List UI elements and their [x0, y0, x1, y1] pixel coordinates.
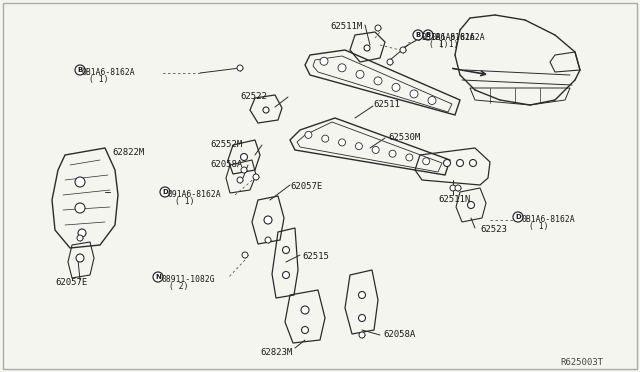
Text: 62552M: 62552M: [210, 140, 243, 149]
Circle shape: [78, 229, 86, 237]
Circle shape: [237, 65, 243, 71]
Text: ( 1): ( 1): [89, 75, 109, 84]
Circle shape: [413, 30, 423, 40]
Text: B: B: [77, 67, 83, 73]
Circle shape: [75, 203, 85, 213]
Circle shape: [456, 160, 463, 167]
Circle shape: [265, 237, 271, 243]
Circle shape: [455, 185, 461, 191]
Circle shape: [470, 160, 477, 167]
Circle shape: [389, 150, 396, 157]
Text: 62522: 62522: [240, 92, 267, 101]
Text: 091A6-8162A: 091A6-8162A: [168, 190, 221, 199]
Text: 62511N: 62511N: [438, 195, 470, 204]
Circle shape: [253, 174, 259, 180]
Circle shape: [375, 25, 381, 31]
Circle shape: [356, 70, 364, 78]
Text: N: N: [155, 274, 161, 280]
Text: 62523: 62523: [480, 225, 507, 234]
Circle shape: [241, 167, 247, 173]
Circle shape: [450, 185, 456, 191]
Circle shape: [77, 235, 83, 241]
Circle shape: [338, 64, 346, 72]
Text: 62530M: 62530M: [388, 133, 420, 142]
Circle shape: [241, 154, 248, 160]
Circle shape: [322, 135, 329, 142]
Circle shape: [374, 77, 382, 85]
Text: ( 1): ( 1): [529, 222, 548, 231]
Circle shape: [301, 327, 308, 334]
Text: B: B: [415, 32, 420, 38]
Circle shape: [320, 57, 328, 65]
Circle shape: [410, 90, 418, 98]
Circle shape: [75, 65, 85, 75]
Text: ( 1): ( 1): [439, 40, 458, 49]
Text: 62058A: 62058A: [383, 330, 415, 339]
Circle shape: [359, 332, 365, 338]
Circle shape: [237, 177, 243, 183]
Text: 62511M: 62511M: [330, 22, 362, 31]
Circle shape: [76, 254, 84, 262]
Circle shape: [75, 177, 85, 187]
Circle shape: [467, 202, 474, 208]
Text: 62823M: 62823M: [260, 348, 292, 357]
Circle shape: [264, 216, 272, 224]
Circle shape: [263, 107, 269, 113]
Circle shape: [422, 158, 429, 165]
Circle shape: [423, 30, 433, 40]
Text: 62057E: 62057E: [290, 182, 323, 191]
Circle shape: [364, 45, 370, 51]
Circle shape: [301, 306, 309, 314]
Text: R625003T: R625003T: [560, 358, 603, 367]
Text: D: D: [162, 189, 168, 195]
Circle shape: [392, 83, 400, 92]
Text: 0B1A6-8162A: 0B1A6-8162A: [522, 215, 575, 224]
Text: 62058A: 62058A: [210, 160, 243, 169]
Text: D: D: [515, 214, 521, 220]
Text: 62822M: 62822M: [112, 148, 144, 157]
Circle shape: [428, 96, 436, 105]
Text: 62511: 62511: [373, 100, 400, 109]
Text: B: B: [426, 32, 431, 38]
Text: 08911-1082G: 08911-1082G: [162, 275, 216, 284]
Text: ( 1): ( 1): [175, 197, 195, 206]
Circle shape: [355, 143, 362, 150]
Circle shape: [160, 187, 170, 197]
Circle shape: [372, 147, 380, 153]
Circle shape: [387, 59, 393, 65]
Text: 62057E: 62057E: [55, 278, 87, 287]
Text: 62515: 62515: [302, 252, 329, 261]
Circle shape: [282, 247, 289, 253]
Circle shape: [153, 272, 163, 282]
Circle shape: [242, 252, 248, 258]
Text: 0B1A6-8162A: 0B1A6-8162A: [422, 33, 476, 42]
Circle shape: [406, 154, 413, 161]
Circle shape: [400, 47, 406, 53]
Circle shape: [305, 131, 312, 138]
Circle shape: [339, 139, 346, 146]
Circle shape: [358, 314, 365, 321]
Circle shape: [358, 292, 365, 298]
Circle shape: [513, 212, 523, 222]
Circle shape: [444, 160, 451, 167]
Text: 0B1A6-8162A: 0B1A6-8162A: [432, 33, 486, 42]
Text: ( 2): ( 2): [169, 282, 189, 291]
Text: ( 1): ( 1): [429, 40, 449, 49]
Circle shape: [282, 272, 289, 279]
Text: 0B1A6-8162A: 0B1A6-8162A: [82, 68, 136, 77]
